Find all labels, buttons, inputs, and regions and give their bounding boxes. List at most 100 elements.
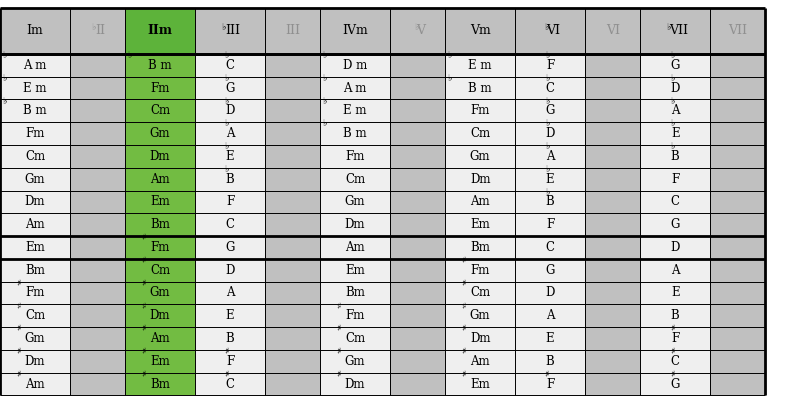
Bar xyxy=(125,282,195,304)
Text: ♭: ♭ xyxy=(670,120,674,129)
Text: III: III xyxy=(226,24,241,37)
Bar xyxy=(710,350,766,373)
Bar xyxy=(585,282,640,304)
Bar xyxy=(0,145,70,168)
Bar xyxy=(390,122,445,145)
Text: ♭: ♭ xyxy=(322,97,327,106)
Bar xyxy=(195,8,265,54)
Bar xyxy=(265,236,320,259)
Bar xyxy=(515,77,585,100)
Text: ♭: ♭ xyxy=(225,142,229,151)
Bar xyxy=(125,350,195,373)
Bar xyxy=(640,122,710,145)
Text: VII: VII xyxy=(728,24,747,37)
Bar xyxy=(640,54,710,77)
Bar xyxy=(710,373,766,395)
Bar xyxy=(390,145,445,168)
Bar xyxy=(70,100,125,122)
Bar xyxy=(70,373,125,395)
Text: ♯: ♯ xyxy=(141,324,146,333)
Bar xyxy=(70,304,125,327)
Bar xyxy=(515,282,585,304)
Text: Gm: Gm xyxy=(25,332,46,345)
Bar xyxy=(445,145,515,168)
Bar xyxy=(0,373,70,395)
Bar xyxy=(390,168,445,191)
Bar xyxy=(0,77,70,100)
Text: F: F xyxy=(671,172,679,186)
Text: G: G xyxy=(670,218,680,231)
Text: Fm: Fm xyxy=(26,287,45,299)
Text: ♭: ♭ xyxy=(225,120,229,129)
Bar xyxy=(390,373,445,395)
Bar xyxy=(640,373,710,395)
Text: ♭: ♭ xyxy=(545,188,549,197)
Bar xyxy=(70,77,125,100)
Bar xyxy=(710,54,766,77)
Text: ♭: ♭ xyxy=(447,51,452,60)
Text: Fm: Fm xyxy=(470,264,490,277)
Text: ♭: ♭ xyxy=(2,51,6,60)
Text: A m: A m xyxy=(343,81,366,95)
Text: D: D xyxy=(670,241,680,254)
Bar xyxy=(640,191,710,213)
Text: D: D xyxy=(546,287,555,299)
Text: G: G xyxy=(670,378,680,391)
Bar xyxy=(585,236,640,259)
Text: E: E xyxy=(546,332,554,345)
Text: ♭: ♭ xyxy=(2,97,6,106)
Text: ♯: ♯ xyxy=(461,279,466,288)
Text: ♯: ♯ xyxy=(225,370,229,379)
Bar xyxy=(0,236,70,259)
Text: C: C xyxy=(546,241,554,254)
Text: VI: VI xyxy=(606,24,620,37)
Bar xyxy=(70,213,125,236)
Text: Am: Am xyxy=(150,332,170,345)
Text: D: D xyxy=(226,264,234,277)
Text: Gm: Gm xyxy=(25,172,46,186)
Bar xyxy=(195,100,265,122)
Bar xyxy=(125,304,195,327)
Text: A: A xyxy=(226,127,234,140)
Bar xyxy=(515,168,585,191)
Text: Dm: Dm xyxy=(25,355,46,368)
Bar xyxy=(585,145,640,168)
Bar xyxy=(445,8,515,54)
Bar xyxy=(125,77,195,100)
Bar xyxy=(0,213,70,236)
Text: Fm: Fm xyxy=(150,81,170,95)
Bar xyxy=(585,54,640,77)
Bar xyxy=(0,54,70,77)
Text: C: C xyxy=(226,59,234,72)
Bar xyxy=(710,304,766,327)
Text: ♯: ♯ xyxy=(16,302,21,311)
Text: Gm: Gm xyxy=(345,195,366,208)
Text: ♭: ♭ xyxy=(545,142,549,151)
Text: Am: Am xyxy=(470,195,490,208)
Bar xyxy=(445,327,515,350)
Bar xyxy=(390,327,445,350)
Text: A: A xyxy=(671,264,679,277)
Bar xyxy=(445,77,515,100)
Bar xyxy=(640,236,710,259)
Text: ♯: ♯ xyxy=(670,370,674,379)
Bar xyxy=(445,54,515,77)
Bar xyxy=(125,236,195,259)
Bar xyxy=(195,282,265,304)
Text: ♭: ♭ xyxy=(670,51,674,60)
Bar xyxy=(320,304,390,327)
Text: ♭: ♭ xyxy=(225,74,229,83)
Text: ♯: ♯ xyxy=(16,279,21,288)
Bar xyxy=(515,8,585,54)
Bar xyxy=(640,8,710,54)
Bar xyxy=(445,350,515,373)
Bar xyxy=(585,100,640,122)
Bar xyxy=(710,8,766,54)
Text: C: C xyxy=(226,378,234,391)
Bar xyxy=(390,100,445,122)
Text: Am: Am xyxy=(25,218,45,231)
Bar xyxy=(640,77,710,100)
Text: Am: Am xyxy=(25,378,45,391)
Bar xyxy=(320,191,390,213)
Bar xyxy=(585,350,640,373)
